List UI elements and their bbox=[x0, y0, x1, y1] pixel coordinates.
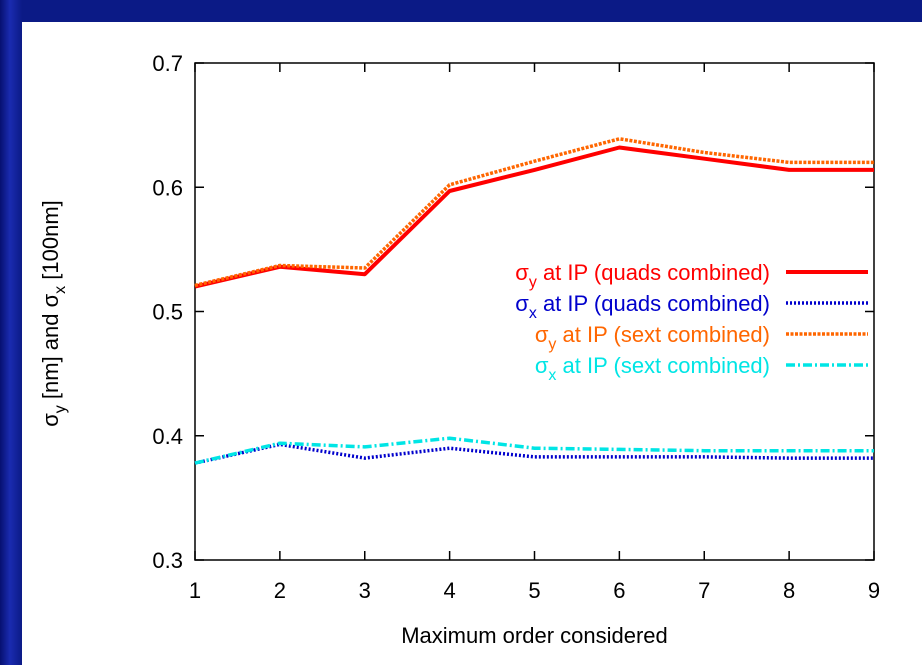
legend-subscript: x bbox=[548, 367, 556, 384]
y-tick-label: 0.6 bbox=[152, 175, 183, 200]
legend-text-part: at IP (quads combined) bbox=[537, 260, 770, 285]
legend-entry-label: σy at IP (sext combined) bbox=[535, 322, 770, 353]
legend-entry-label: σx at IP (quads combined) bbox=[515, 291, 770, 322]
y-title-subscript: x bbox=[52, 286, 69, 294]
x-tick-label: 6 bbox=[613, 578, 625, 603]
x-tick-label: 4 bbox=[444, 578, 456, 603]
legend-entry-label: σy at IP (quads combined) bbox=[515, 260, 770, 291]
y-axis-ticks: 0.3 0.4 0.5 0.6 0.7 bbox=[152, 51, 874, 573]
y-tick-label: 0.5 bbox=[152, 300, 183, 325]
x-tick-label: 9 bbox=[868, 578, 880, 603]
x-axis-title: Maximum order considered bbox=[401, 623, 668, 648]
y-title-part: [100nm] bbox=[38, 200, 63, 286]
y-axis-title: σy [nm] and σx [100nm] bbox=[38, 200, 69, 427]
y-title-part: [nm] and σ bbox=[38, 293, 63, 405]
series-line-2 bbox=[194, 442, 874, 465]
x-axis-ticks: 1 2 3 4 5 6 7 8 9 bbox=[189, 63, 880, 603]
legend-subscript: y bbox=[529, 274, 537, 291]
legend-text-part: σ bbox=[515, 260, 529, 285]
y-title-part: σ bbox=[38, 413, 63, 427]
x-tick-label: 7 bbox=[698, 578, 710, 603]
legend-text-part: σ bbox=[535, 353, 549, 378]
x-tick-label: 5 bbox=[528, 578, 540, 603]
x-tick-label: 2 bbox=[274, 578, 286, 603]
chart-panel bbox=[22, 22, 922, 665]
legend-text-part: σ bbox=[515, 291, 529, 316]
legend: σy at IP (quads combined)σx at IP (quads… bbox=[515, 260, 868, 384]
y-title-subscript: y bbox=[52, 405, 69, 413]
series-line-3 bbox=[194, 137, 874, 288]
legend-entry-label: σx at IP (sext combined) bbox=[535, 353, 770, 384]
series-lines bbox=[194, 137, 875, 465]
legend-text-part: at IP (sext combined) bbox=[556, 322, 770, 347]
x-tick-label: 1 bbox=[189, 578, 201, 603]
legend-subscript: y bbox=[548, 336, 556, 353]
x-tick-label: 3 bbox=[359, 578, 371, 603]
legend-subscript: x bbox=[529, 305, 537, 322]
y-tick-label: 0.7 bbox=[152, 51, 183, 76]
legend-text-part: at IP (quads combined) bbox=[537, 291, 770, 316]
x-tick-label: 8 bbox=[783, 578, 795, 603]
legend-text-part: σ bbox=[535, 322, 549, 347]
legend-text-part: at IP (sext combined) bbox=[556, 353, 770, 378]
y-tick-label: 0.3 bbox=[152, 548, 183, 573]
y-tick-label: 0.4 bbox=[152, 424, 183, 449]
